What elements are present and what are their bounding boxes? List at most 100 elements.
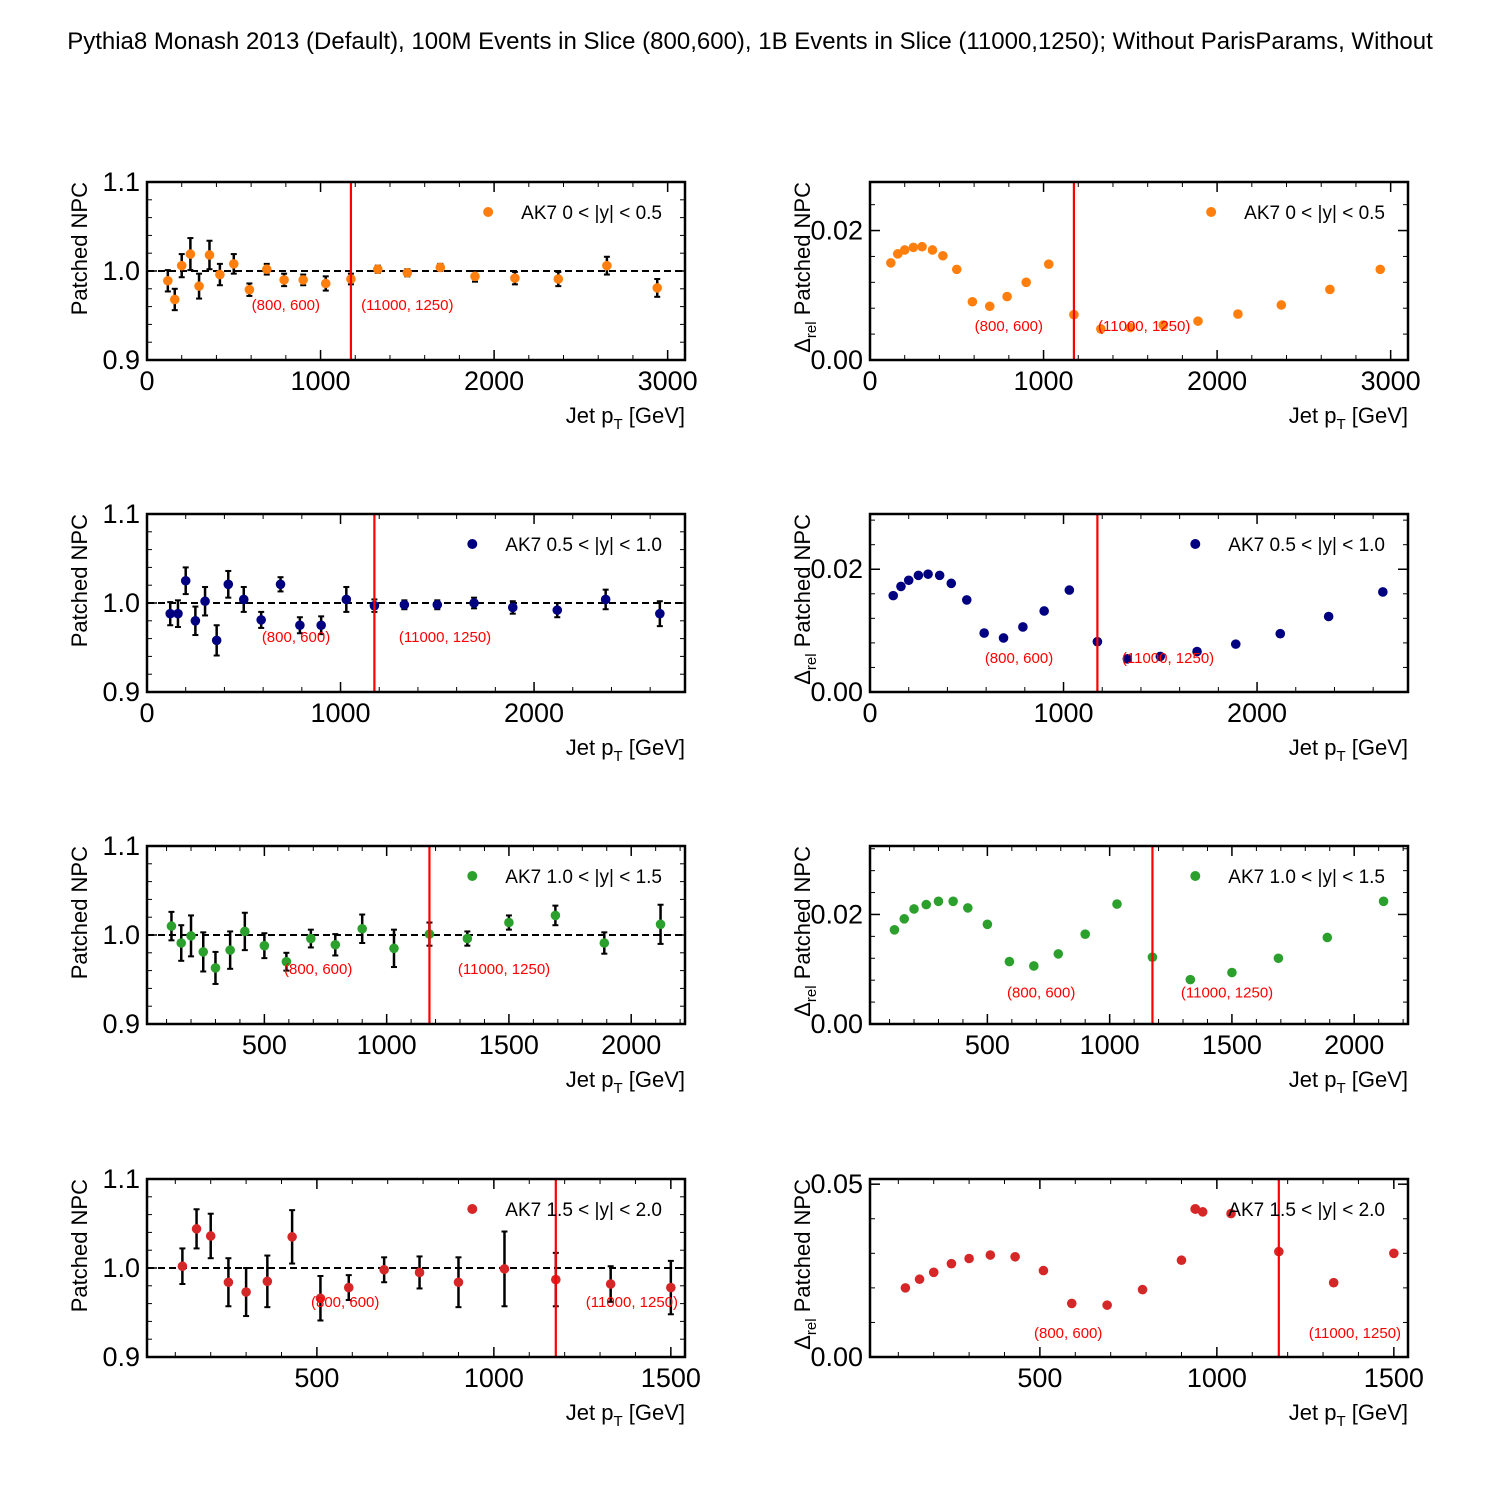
- data-point: [261, 264, 272, 275]
- data-point: [186, 931, 196, 941]
- y-tick-label: 0.9: [102, 345, 140, 375]
- data-point: [259, 940, 270, 951]
- data-point: [933, 896, 944, 907]
- data-point: [1080, 929, 1090, 939]
- data-point: [330, 939, 341, 950]
- data-point: [504, 917, 514, 928]
- data-point: [903, 575, 914, 586]
- data-point: [1197, 1207, 1208, 1217]
- x-tick-label: 0: [862, 366, 877, 396]
- subplot-row2-right: 0 1000 2000 0.00 0.02 (800, 600) (11000, 1250)…: [790, 512, 1410, 765]
- data-point: [163, 275, 173, 286]
- data-point: [402, 267, 413, 278]
- y-tick-label: 1.0: [102, 256, 140, 286]
- axes-frame: [868, 512, 1410, 694]
- data-point: [510, 273, 520, 283]
- data-point: [923, 569, 933, 579]
- slice-annotation: (800, 600): [1034, 1325, 1102, 1342]
- data-point: [552, 605, 563, 615]
- data-point: [984, 301, 995, 312]
- data-point: [914, 1274, 925, 1285]
- legend-marker: [1190, 871, 1201, 881]
- data-point: [470, 271, 480, 282]
- data-point: [896, 581, 906, 592]
- slice-annotation: (11000, 1250): [361, 297, 453, 314]
- legend-label: AK7 0.5 < |y| < 1.0: [1228, 535, 1385, 556]
- data-point: [435, 262, 446, 273]
- data-point: [921, 899, 932, 910]
- x-axis-label: Jet pT [GeV]: [566, 403, 685, 433]
- data-point: [1096, 324, 1106, 334]
- data-point: [185, 249, 196, 259]
- data-point: [1112, 899, 1122, 909]
- data-point: [166, 921, 177, 931]
- data-point: [1039, 606, 1049, 616]
- data-point: [211, 635, 222, 646]
- data-point: [886, 258, 896, 268]
- data-point: [1230, 639, 1241, 649]
- data-point: [215, 269, 225, 280]
- data-point: [899, 245, 910, 255]
- y-axis-label: Patched NPC: [67, 1179, 92, 1312]
- data-point: [1375, 264, 1386, 275]
- data-point: [256, 615, 266, 625]
- data-point: [1378, 587, 1388, 597]
- data-point: [223, 579, 234, 590]
- data-point: [913, 570, 924, 581]
- x-tick-label: 500: [1017, 1363, 1062, 1393]
- subplot-row1-right: 0 1000 2000 3000 0.00 0.02 (800, 600) (11000, 1…: [790, 180, 1421, 433]
- x-axis-label: Jet pT [GeV]: [1289, 1067, 1408, 1097]
- y-tick-label: 1.1: [102, 167, 140, 197]
- data-point: [666, 1282, 676, 1293]
- x-tick-label: 1000: [1080, 1030, 1140, 1060]
- slice-annotation: (11000, 1250): [586, 1294, 678, 1311]
- subplot-row4-right: 500 1000 1500 0.00 0.05 (800, 600) (11000, 125…: [790, 1169, 1424, 1430]
- data-point: [241, 1287, 251, 1297]
- legend-label: AK7 1.5 < |y| < 2.0: [505, 1200, 662, 1221]
- data-point: [1155, 651, 1166, 662]
- data-point: [599, 938, 610, 948]
- legend-label: AK7 1.0 < |y| < 1.5: [505, 867, 662, 888]
- axes-frame: [868, 180, 1410, 362]
- data-point: [1322, 932, 1333, 943]
- figure-title: Pythia8 Monash 2013 (Default), 100M Even…: [67, 28, 1433, 55]
- x-tick-label: 1000: [1187, 1363, 1247, 1393]
- data-point: [399, 599, 410, 610]
- data-point: [432, 599, 443, 610]
- data-point: [1233, 309, 1243, 319]
- y-tick-label: 0.00: [810, 1009, 863, 1039]
- y-tick-label: 0.00: [810, 677, 863, 707]
- y-tick-label: 0.9: [102, 1342, 140, 1372]
- data-point: [1102, 1300, 1112, 1310]
- data-point: [927, 245, 938, 255]
- data-point: [946, 1258, 957, 1269]
- data-point: [343, 1282, 354, 1293]
- data-point: [379, 1264, 389, 1275]
- data-point: [1053, 949, 1064, 959]
- data-point: [909, 904, 919, 914]
- x-tick-label: 500: [965, 1030, 1010, 1060]
- x-axis-label: Jet pT [GeV]: [566, 1067, 685, 1097]
- data-point: [453, 1277, 464, 1288]
- data-point: [191, 1224, 202, 1234]
- data-point: [1029, 961, 1039, 971]
- data-point: [238, 594, 249, 605]
- x-tick-label: 1000: [1014, 366, 1074, 396]
- data-point: [1193, 316, 1203, 326]
- data-point: [1021, 277, 1031, 288]
- x-tick-label: 1000: [291, 366, 351, 396]
- data-point: [998, 633, 1009, 643]
- data-point: [1043, 259, 1054, 270]
- data-point: [1176, 1255, 1187, 1266]
- data-point: [204, 250, 215, 260]
- data-point: [205, 1231, 216, 1241]
- data-point: [961, 595, 972, 605]
- x-axis-label: Jet pT [GeV]: [566, 735, 685, 765]
- data-point: [888, 590, 899, 601]
- data-point: [553, 274, 564, 284]
- y-tick-label: 1.0: [102, 1253, 140, 1283]
- data-point: [928, 1267, 939, 1278]
- slice-annotation: (11000, 1250): [1098, 318, 1190, 335]
- data-point: [462, 933, 473, 944]
- data-point: [1004, 956, 1015, 967]
